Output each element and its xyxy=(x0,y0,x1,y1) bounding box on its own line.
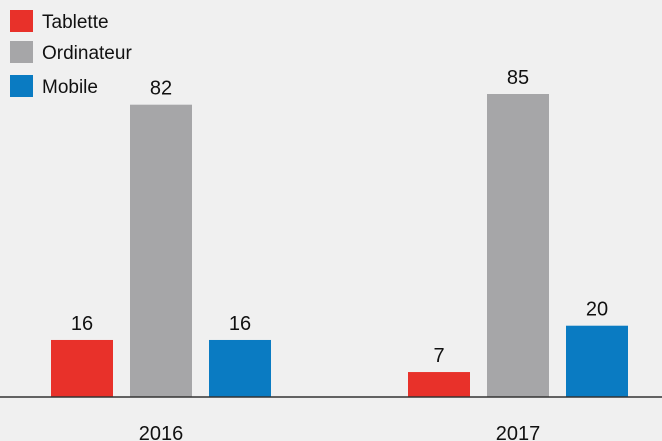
bar xyxy=(130,104,192,397)
legend-swatch xyxy=(10,41,33,63)
legend-swatch xyxy=(10,10,33,32)
bar xyxy=(51,339,113,397)
bar xyxy=(487,94,549,397)
x-tick-label: 2017 xyxy=(496,423,541,441)
legend-label: Mobile xyxy=(42,77,98,98)
data-label: 85 xyxy=(507,67,529,89)
x-tick-label: 2016 xyxy=(139,423,184,441)
legend-label: Ordinateur xyxy=(42,43,132,64)
data-label: 16 xyxy=(71,313,93,335)
data-label: 16 xyxy=(229,313,251,335)
bar xyxy=(408,372,470,397)
legend-swatch xyxy=(10,75,33,97)
data-label: 82 xyxy=(150,78,172,100)
bar xyxy=(209,339,271,397)
bar xyxy=(566,325,628,397)
data-label: 7 xyxy=(433,345,444,367)
legend-label: Tablette xyxy=(42,12,109,33)
data-label: 20 xyxy=(586,299,608,321)
